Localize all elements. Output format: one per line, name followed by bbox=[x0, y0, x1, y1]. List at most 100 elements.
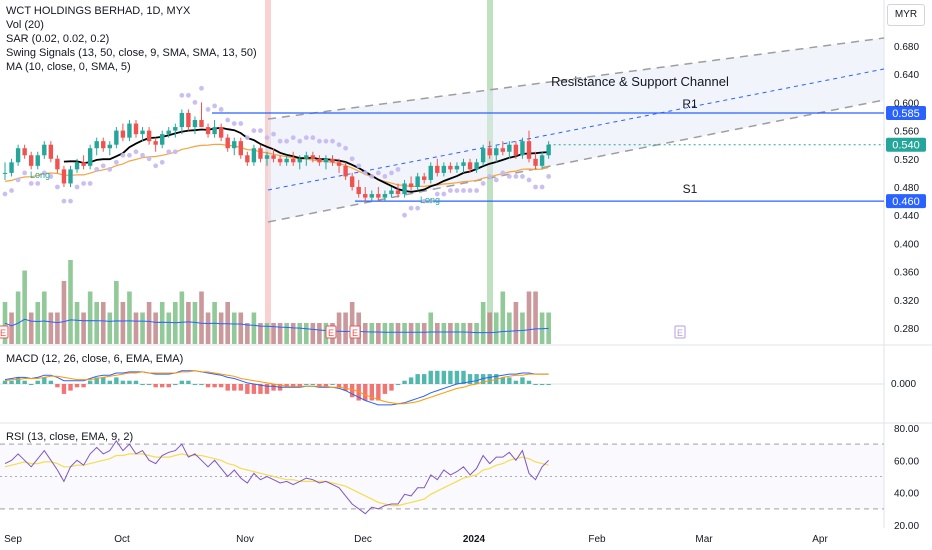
volume-bar bbox=[179, 291, 185, 344]
macd-histogram-bar bbox=[94, 377, 99, 384]
legend-sar[interactable]: SAR (0.02, 0.02, 0.2) bbox=[6, 33, 110, 45]
rsi-legend[interactable]: RSI (13, close, EMA, 9, 2) bbox=[6, 431, 134, 443]
macd-histogram-bar bbox=[212, 384, 217, 388]
sar-dot bbox=[356, 163, 362, 169]
sar-dot bbox=[408, 205, 414, 211]
sar-dot bbox=[467, 188, 473, 193]
candle-body bbox=[55, 158, 60, 170]
volume-bar bbox=[304, 323, 309, 344]
candle-body bbox=[467, 162, 473, 170]
time-axis[interactable]: Sep Oct Nov Dec 2024 Feb Mar Apr bbox=[4, 534, 828, 545]
rsi-tick-label: 60.00 bbox=[894, 456, 919, 467]
macd-signal-line bbox=[4, 370, 549, 405]
earnings-marker bbox=[325, 325, 337, 339]
candle-body bbox=[428, 165, 433, 180]
candle-body bbox=[356, 187, 361, 195]
price-axis[interactable]: 0.680 0.640 0.600 0.560 0.520 0.480 0.440 0.400… bbox=[894, 42, 919, 335]
macd-histogram-bar bbox=[15, 377, 21, 384]
candle-body bbox=[48, 144, 54, 159]
volume-bar bbox=[81, 312, 86, 344]
volume-bar bbox=[114, 281, 119, 344]
macd-histogram-bar bbox=[297, 384, 302, 388]
macd-histogram-bar bbox=[35, 380, 40, 384]
volume-bar bbox=[500, 291, 506, 344]
candle-body bbox=[120, 130, 126, 138]
macd-histogram-bar bbox=[487, 374, 492, 384]
sar-dot bbox=[113, 159, 119, 165]
candle-body bbox=[186, 112, 191, 128]
macd-histogram-bar bbox=[87, 380, 93, 384]
sar-dot bbox=[526, 177, 532, 183]
volume-bar bbox=[487, 312, 492, 344]
sar-dot bbox=[81, 181, 86, 186]
macd-histogram-bar bbox=[461, 370, 466, 384]
channel-upper-line bbox=[267, 37, 885, 120]
volume-bar bbox=[546, 312, 551, 344]
macd-histogram-bar bbox=[29, 384, 34, 385]
candle-body bbox=[258, 148, 263, 159]
volume-bar bbox=[415, 323, 420, 344]
sar-dot bbox=[369, 174, 375, 179]
sar-dot bbox=[362, 170, 368, 176]
macd-histogram-bar bbox=[133, 380, 139, 384]
legend-ma[interactable]: MA (10, close, 0, SMA, 5) bbox=[6, 61, 131, 73]
candle-body bbox=[297, 158, 302, 163]
sar-dot bbox=[22, 170, 28, 176]
price-tick-label: 0.400 bbox=[894, 239, 919, 250]
volume-bar bbox=[271, 323, 276, 344]
sar-dot bbox=[68, 198, 73, 204]
candle-body bbox=[349, 176, 355, 187]
currency-button[interactable]: MYR bbox=[887, 4, 925, 26]
sar-dot bbox=[330, 138, 335, 144]
level-price-label: 0.460 bbox=[892, 196, 920, 208]
volume-bar bbox=[461, 323, 466, 344]
candle-body bbox=[271, 155, 276, 159]
candle-body bbox=[15, 148, 21, 163]
candle-body bbox=[376, 194, 381, 198]
price-tick-label: 0.280 bbox=[894, 324, 919, 335]
macd-histogram-bar bbox=[304, 384, 309, 385]
candle-body bbox=[513, 144, 519, 156]
legend-volume[interactable]: Vol (20) bbox=[6, 19, 44, 31]
volume-bar bbox=[349, 302, 355, 344]
macd-histogram-bar bbox=[533, 384, 538, 385]
sar-dot bbox=[41, 170, 47, 176]
volume-bar bbox=[238, 312, 244, 344]
candle-body bbox=[474, 162, 479, 170]
candle-body bbox=[87, 148, 93, 166]
macd-histogram-bar bbox=[22, 380, 27, 384]
time-tick-label: Apr bbox=[812, 534, 828, 545]
earnings-marker bbox=[0, 325, 9, 339]
macd-legend[interactable]: MACD (12, 26, close, 6, EMA, EMA) bbox=[6, 353, 184, 365]
candle-body bbox=[369, 194, 374, 198]
main-legend: WCT HOLDINGS BERHAD, 1D, MYX Vol (20) SA… bbox=[6, 4, 257, 74]
candle-body bbox=[461, 162, 466, 166]
sar-dot bbox=[375, 170, 381, 176]
macd-histogram-bar bbox=[140, 384, 145, 385]
volume-bar bbox=[61, 281, 67, 344]
sar-dot bbox=[513, 174, 519, 179]
candle-body bbox=[454, 165, 460, 170]
candle-body bbox=[205, 127, 211, 135]
macd-histogram-bar bbox=[179, 380, 185, 384]
candle-body bbox=[140, 130, 145, 135]
candle-body bbox=[22, 148, 27, 156]
legend-swing-signals[interactable]: Swing Signals (13, 50, close, 9, SMA, SM… bbox=[6, 47, 257, 59]
macd-histogram-bar bbox=[323, 384, 329, 388]
candlesticks[interactable] bbox=[2, 102, 551, 202]
volume-bar bbox=[225, 302, 230, 344]
sar-dot bbox=[343, 145, 348, 151]
candle-body bbox=[402, 183, 407, 195]
earnings-marker-label: E bbox=[0, 328, 6, 338]
macd-histogram-bar bbox=[513, 380, 519, 384]
sar-dot bbox=[146, 156, 152, 162]
volume-bar bbox=[94, 302, 99, 344]
sar-dot bbox=[100, 163, 106, 169]
symbol-title[interactable]: WCT HOLDINGS BERHAD, 1D, MYX bbox=[6, 5, 191, 17]
macd-histogram-bar bbox=[428, 370, 433, 384]
volume-bar bbox=[310, 323, 316, 344]
volume-bar bbox=[474, 323, 479, 344]
macd-histogram-bar bbox=[441, 370, 447, 384]
candle-body bbox=[153, 141, 158, 145]
